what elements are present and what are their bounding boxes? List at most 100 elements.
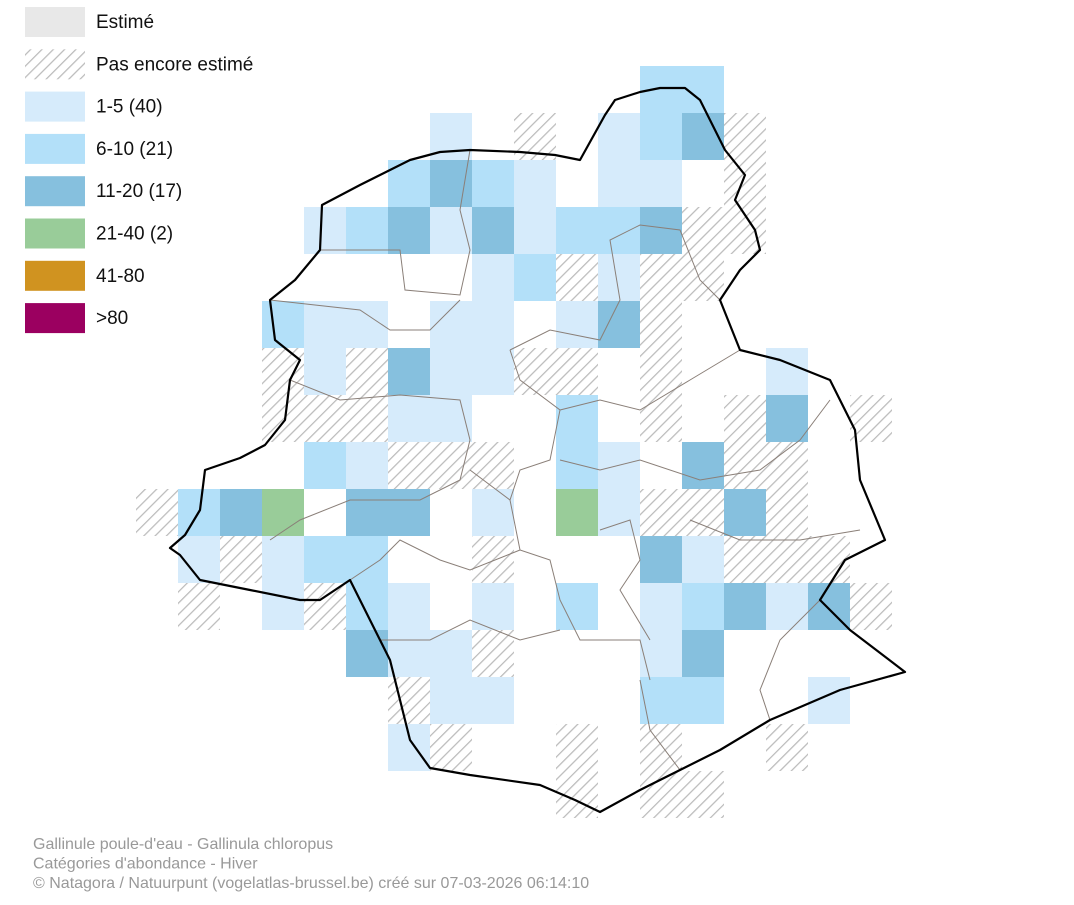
grid-cell [598, 160, 640, 207]
legend-label: 11-20 (17) [96, 181, 182, 202]
grid-cell [556, 301, 598, 348]
grid-cell [640, 160, 682, 207]
grid-cell [472, 301, 514, 348]
grid-cell [598, 301, 640, 348]
grid-cell [346, 207, 388, 254]
grid-cell [220, 536, 262, 583]
grid-cell [556, 348, 598, 395]
grid-cell [388, 630, 430, 677]
grid-cell [472, 348, 514, 395]
grid-cell [640, 630, 682, 677]
grid-cell [262, 395, 304, 442]
grid-cell [472, 254, 514, 301]
grid-cell [724, 536, 766, 583]
grid-cell [682, 113, 724, 160]
grid-cell [220, 489, 262, 536]
grid-cell [472, 677, 514, 724]
grid-cell [556, 442, 598, 489]
grid-cell [430, 207, 472, 254]
grid-cell [556, 254, 598, 301]
legend-swatch [25, 49, 85, 80]
legend-swatch [25, 7, 85, 37]
grid-cell [304, 395, 346, 442]
grid-cell [640, 348, 682, 395]
grid-cell [346, 583, 388, 630]
grid-cell [640, 254, 682, 301]
grid-cell [640, 301, 682, 348]
grid-cell [682, 677, 724, 724]
grid-cell [556, 207, 598, 254]
grid-cell [346, 630, 388, 677]
grid-cell [472, 160, 514, 207]
grid-cell [262, 583, 304, 630]
grid-cell [724, 583, 766, 630]
grid-cell [388, 583, 430, 630]
grid-cell [388, 442, 430, 489]
grid-cell [430, 395, 472, 442]
municipality-borders [269, 149, 861, 771]
grid-cell [472, 583, 514, 630]
grid-cell [262, 489, 304, 536]
grid-cell [850, 395, 892, 442]
legend-label: 41-80 [96, 266, 145, 287]
legend-label: Pas encore estimé [96, 54, 253, 75]
grid-cell [514, 348, 556, 395]
footer-line: © Natagora / Natuurpunt (vogelatlas-brus… [33, 875, 589, 892]
grid-cell [640, 583, 682, 630]
grid-cell [388, 724, 430, 771]
grid-cell [682, 630, 724, 677]
grid-cell [766, 489, 808, 536]
grid-cell [514, 160, 556, 207]
legend-label: Estimé [96, 12, 154, 33]
grid-cell [640, 489, 682, 536]
grid-cell [262, 301, 304, 348]
legend-swatch [25, 218, 85, 249]
legend-swatch [25, 133, 85, 164]
legend: Estimé Pas encore estimé 1-5 (40) 6-10 (21)… [25, 7, 253, 334]
footer: Gallinule poule-d'eau - Gallinula chloro… [33, 836, 589, 892]
grid-cell [682, 583, 724, 630]
grid-cell [472, 630, 514, 677]
grid-cell [766, 724, 808, 771]
legend-swatch [25, 91, 85, 122]
grid-cell [346, 536, 388, 583]
grid-cell [724, 113, 766, 160]
grid-cell [304, 583, 346, 630]
grid-cell [766, 395, 808, 442]
grid-cell [766, 583, 808, 630]
grid-cell [514, 254, 556, 301]
legend-label: 6-10 (21) [96, 139, 173, 160]
grid-cell [430, 301, 472, 348]
grid-cell [304, 442, 346, 489]
grid-cell [430, 348, 472, 395]
grid-cell [724, 442, 766, 489]
grid-cell [262, 536, 304, 583]
grid-cell [850, 583, 892, 630]
grid-cell [724, 395, 766, 442]
grid-cell [808, 536, 850, 583]
grid-cell [430, 630, 472, 677]
grid-cell [388, 677, 430, 724]
grid-cell [430, 442, 472, 489]
grid-cell [640, 771, 682, 818]
grid-cell [472, 442, 514, 489]
grid-cell [430, 677, 472, 724]
grid-cell [682, 536, 724, 583]
grid-cell [556, 395, 598, 442]
grid-cell [346, 442, 388, 489]
grid-cell [598, 207, 640, 254]
grid-cell [640, 536, 682, 583]
grid-cell [304, 301, 346, 348]
grid-cell [346, 395, 388, 442]
grid-cell [766, 442, 808, 489]
grid-cell [640, 677, 682, 724]
legend-swatch [25, 176, 85, 207]
grid-cell [388, 395, 430, 442]
grid-cell [766, 348, 808, 395]
legend-label: 21-40 (2) [96, 224, 173, 245]
grid-cell [178, 583, 220, 630]
grid-cell [640, 395, 682, 442]
footer-line: Gallinule poule-d'eau - Gallinula chloro… [33, 836, 333, 853]
grid-cell [514, 207, 556, 254]
